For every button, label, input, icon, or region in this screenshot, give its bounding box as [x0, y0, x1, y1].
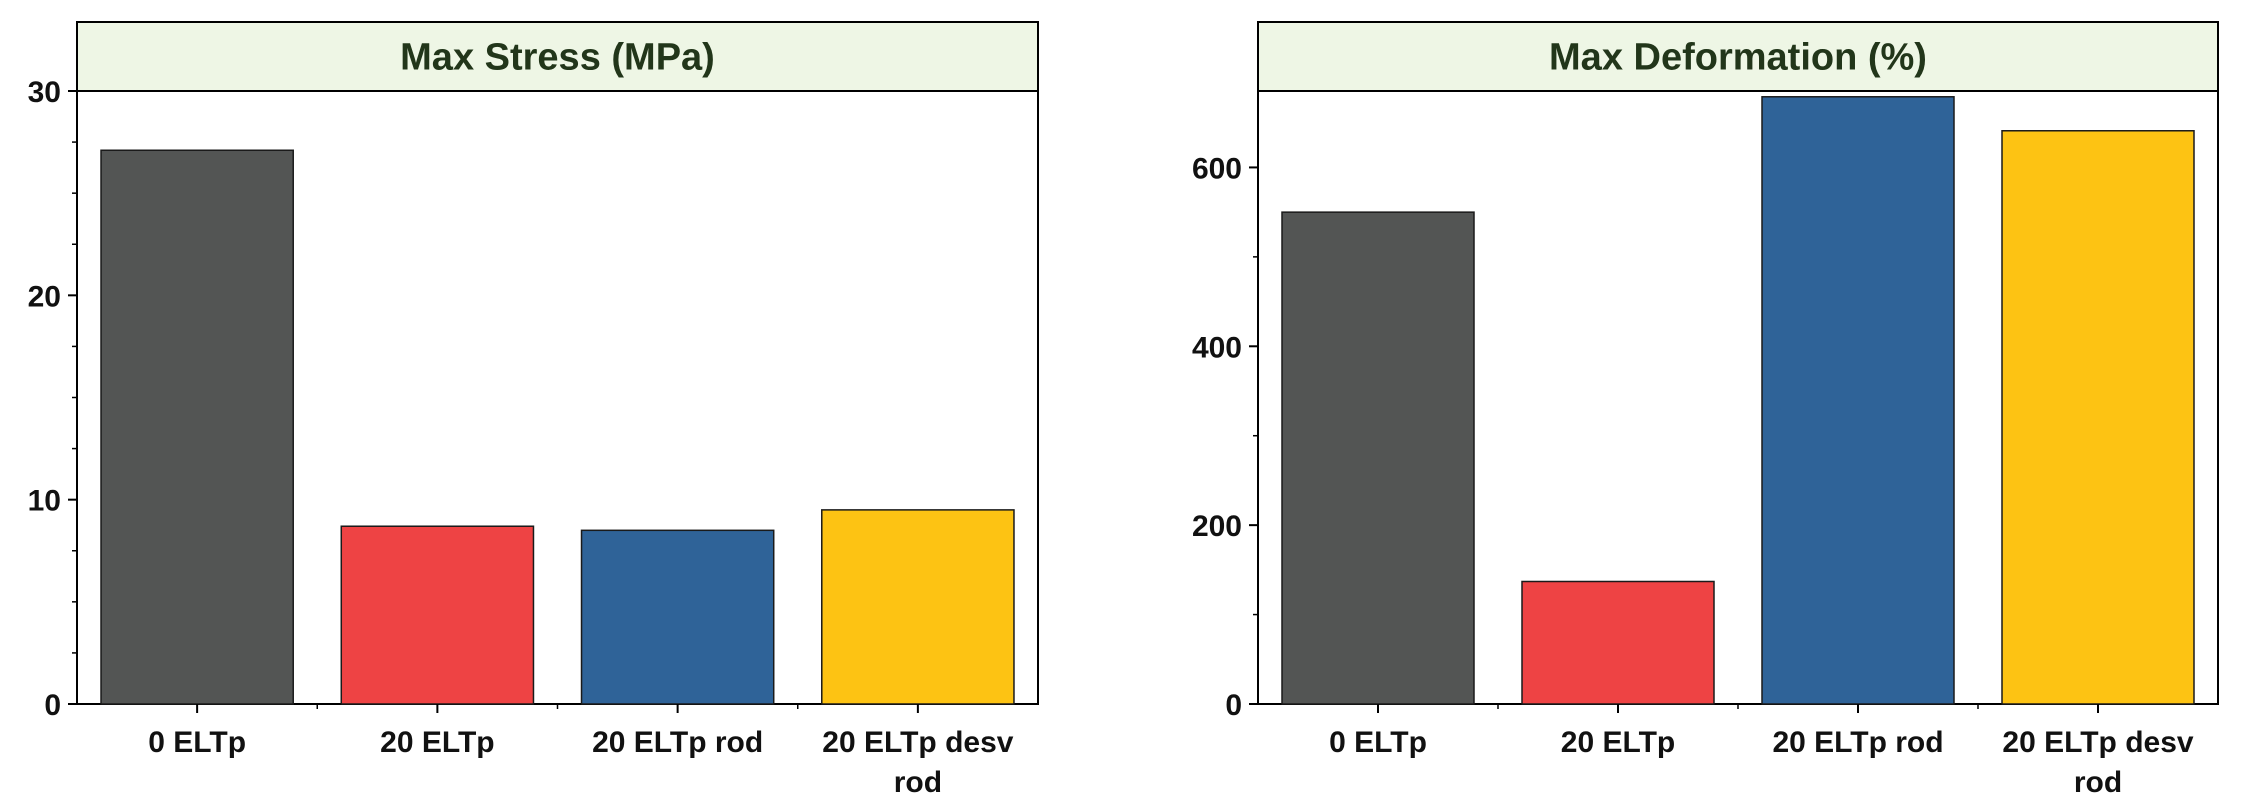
stress-bar-3 — [821, 509, 1015, 705]
deformation-bar-1 — [1521, 580, 1715, 705]
deformation-category-label-line: rod — [2074, 766, 2122, 799]
deformation-category-label-1: 20 ELTp — [1561, 726, 1675, 759]
stress-chart-panel: Max Stress (MPa) 0 10 20 30 0 ELTp 20 ELTp 20 E… — [28, 21, 1039, 799]
stress-y-tick-label: 20 — [28, 280, 61, 313]
stress-bar-0 — [100, 149, 294, 705]
stress-bar-1 — [340, 525, 535, 705]
deformation-chart-panel: Max Deformation (%) 0 200 400 600 0 ELTp 20 EL… — [1192, 21, 2219, 799]
deformation-category-label-line: 20 ELTp — [1561, 726, 1675, 759]
stress-category-label-line: 20 ELTp desv — [822, 726, 1013, 759]
stress-category-label-line: 0 ELTp — [148, 726, 246, 759]
deformation-y-tick-label: 0 — [1225, 689, 1242, 722]
stress-y-tick-label: 30 — [28, 76, 61, 109]
stress-category-label-0: 0 ELTp — [148, 726, 246, 759]
stress-category-label-line: 20 ELTp rod — [592, 726, 763, 759]
stress-category-label-line: 20 ELTp — [380, 726, 494, 759]
deformation-category-label-line: 20 ELTp rod — [1772, 726, 1943, 759]
stress-chart-title: Max Stress (MPa) — [400, 37, 715, 79]
deformation-category-label-line: 0 ELTp — [1329, 726, 1427, 759]
stress-category-label-3: 20 ELTp desv rod — [822, 726, 1013, 799]
stress-category-label-line: rod — [894, 766, 942, 799]
deformation-category-label-2: 20 ELTp rod — [1772, 726, 1943, 759]
stress-bar-2 — [580, 529, 775, 705]
deformation-category-label-0: 0 ELTp — [1329, 726, 1427, 759]
deformation-category-label-3: 20 ELTp desv rod — [2002, 726, 2193, 799]
deformation-bar-3 — [2001, 130, 2195, 705]
stress-y-tick-label: 0 — [44, 689, 61, 722]
stress-title-band — [76, 21, 1039, 92]
deformation-bar-0 — [1281, 211, 1475, 705]
stress-y-tick-label: 10 — [28, 485, 61, 518]
deformation-y-tick-label: 200 — [1192, 510, 1242, 543]
deformation-y-tick-label: 400 — [1192, 331, 1242, 364]
stress-category-label-1: 20 ELTp — [380, 726, 494, 759]
deformation-bar-2 — [1761, 96, 1955, 705]
deformation-chart-title: Max Deformation (%) — [1549, 37, 1927, 79]
stress-category-label-2: 20 ELTp rod — [592, 726, 763, 759]
deformation-category-label-line: 20 ELTp desv — [2002, 726, 2193, 759]
deformation-title-band — [1257, 21, 2219, 92]
deformation-y-tick-label: 600 — [1192, 152, 1242, 185]
